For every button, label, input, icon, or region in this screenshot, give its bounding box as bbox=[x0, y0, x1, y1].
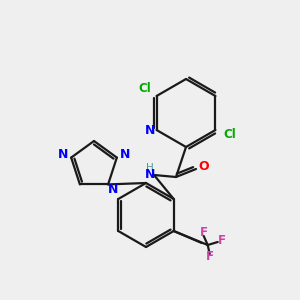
Text: F: F bbox=[206, 250, 214, 263]
Text: N: N bbox=[146, 124, 156, 136]
Text: F: F bbox=[218, 235, 226, 248]
Text: N: N bbox=[58, 148, 68, 161]
Text: N: N bbox=[108, 183, 118, 196]
Text: O: O bbox=[199, 160, 209, 173]
Text: F: F bbox=[200, 226, 208, 239]
Text: N: N bbox=[120, 148, 130, 161]
Text: H: H bbox=[146, 163, 154, 173]
Text: Cl: Cl bbox=[138, 82, 151, 94]
Text: Cl: Cl bbox=[223, 128, 236, 142]
Text: N: N bbox=[145, 169, 155, 182]
